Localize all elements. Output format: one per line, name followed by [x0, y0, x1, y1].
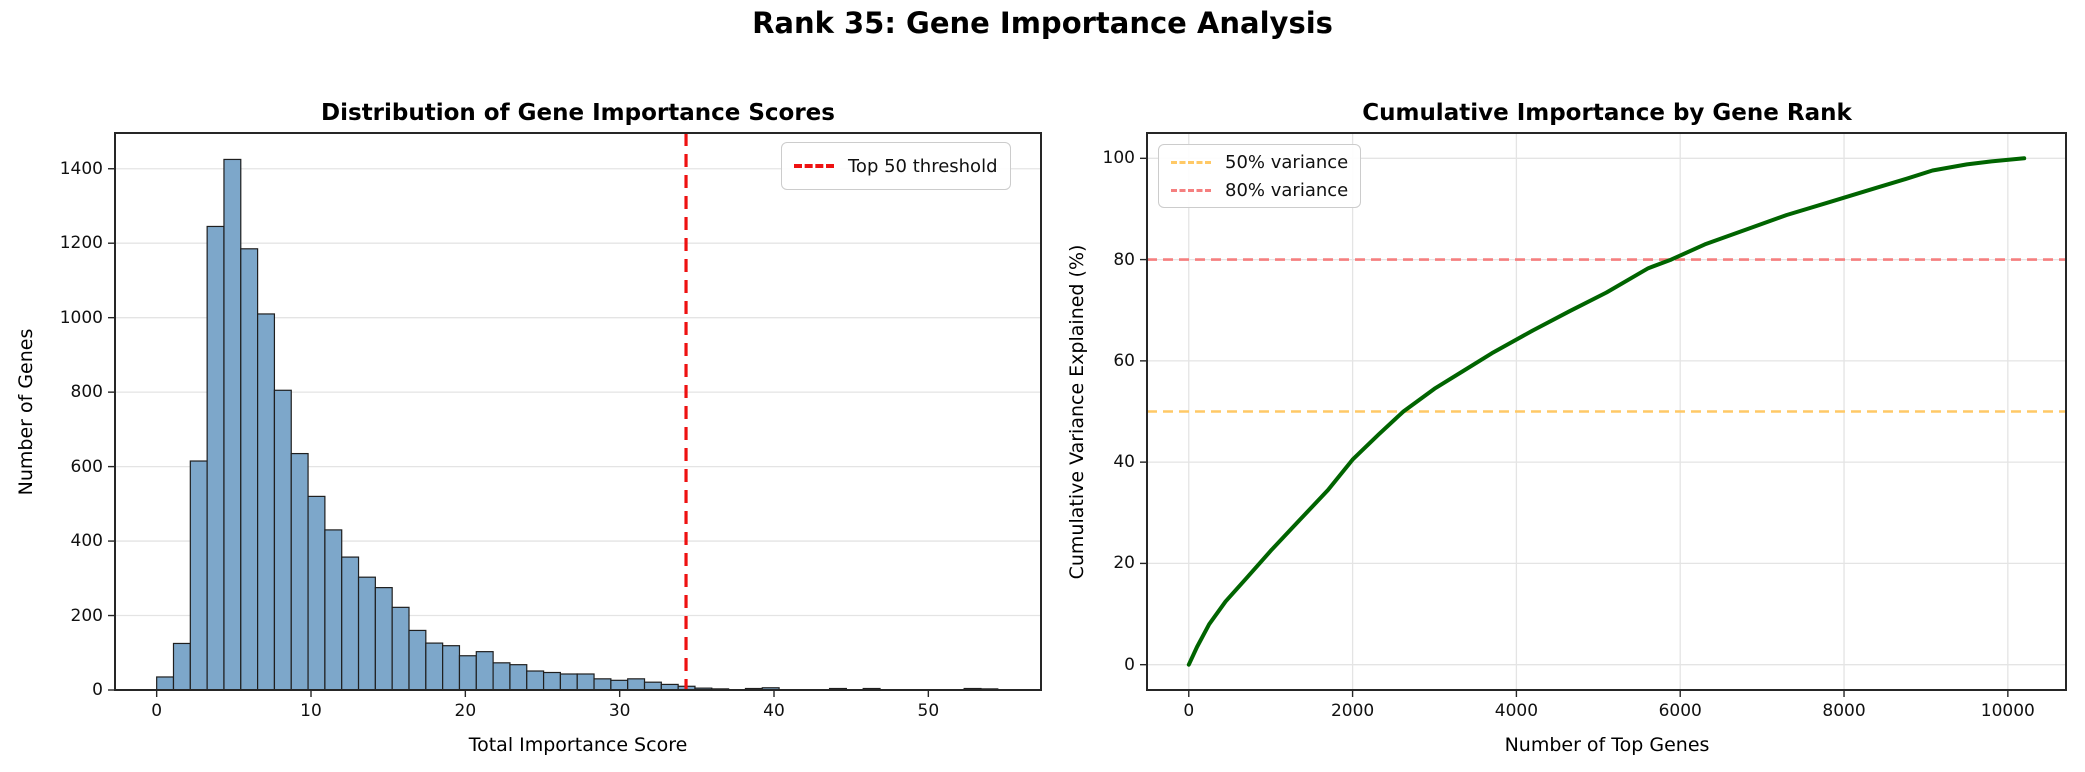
y-tick-label: 1200	[59, 233, 103, 254]
histogram-bar	[206, 225, 225, 691]
x-tick-label: 30	[608, 701, 631, 721]
histogram-bar	[643, 681, 662, 691]
histogram-bar	[357, 576, 376, 691]
histogram-bar	[475, 651, 494, 691]
histogram-bar	[273, 389, 292, 691]
histogram-bar	[324, 529, 343, 691]
histogram-bar	[257, 313, 276, 691]
y-tick-label: 20	[1113, 553, 1135, 574]
histogram-bar	[559, 673, 578, 691]
legend-row-variance80: 80% variance	[1171, 178, 1348, 202]
cumulative-curve	[1186, 156, 2027, 667]
legend-threshold: Top 50 threshold	[781, 142, 1011, 190]
histogram-bar	[408, 629, 427, 691]
histogram-bar	[307, 495, 326, 691]
histogram-bar	[290, 452, 309, 691]
y-tick-label: 600	[70, 456, 103, 477]
figure-title: Rank 35: Gene Importance Analysis	[752, 6, 1333, 40]
variance80-dash-icon	[1171, 188, 1211, 192]
cumulative-plot-area	[1140, 132, 2067, 697]
histogram-xlabel: Total Importance Score	[468, 734, 688, 756]
x-tick-label: 8000	[1822, 701, 1866, 721]
y-tick-label: 60	[1113, 350, 1135, 371]
y-tick-label: 80	[1113, 249, 1135, 270]
histogram-bar	[156, 676, 175, 691]
threshold-dash-icon	[794, 164, 834, 168]
variance50-dash-icon	[1171, 160, 1211, 164]
y-tick-label: 0	[92, 680, 103, 700]
histogram-bar	[542, 671, 562, 691]
histogram-bar	[492, 662, 511, 691]
x-tick-label: 2000	[1330, 701, 1375, 721]
histogram-bar	[526, 670, 545, 691]
y-tick-label: 0	[1124, 654, 1135, 675]
y-tick-label: 40	[1113, 452, 1135, 473]
histogram-bar	[223, 158, 242, 691]
y-tick-label: 800	[70, 382, 103, 403]
histogram-plot-area	[108, 132, 1042, 697]
x-tick-label: 40	[763, 701, 785, 721]
histogram-bar	[189, 460, 208, 691]
x-tick-label: 50	[917, 701, 940, 721]
histogram-bar	[172, 642, 191, 691]
histogram-bar	[458, 655, 477, 691]
threshold-legend-label: Top 50 threshold	[848, 155, 998, 177]
histogram-bar	[341, 556, 360, 691]
histogram-bar	[240, 248, 259, 691]
cumulative-xlabel: Number of Top Genes	[1504, 734, 1710, 756]
variance50-legend-label: 50% variance	[1225, 151, 1349, 173]
x-tick-label: 4000	[1494, 701, 1539, 721]
x-tick-label: 0	[151, 701, 163, 721]
histogram-bar	[374, 587, 393, 691]
y-tick-label: 1000	[59, 307, 103, 328]
x-tick-label: 10	[300, 701, 322, 721]
y-tick-label: 100	[1102, 148, 1135, 169]
y-tick-label: 400	[70, 531, 103, 552]
y-tick-label: 1400	[59, 158, 103, 179]
histogram-bar	[576, 673, 595, 691]
axes-frame	[1146, 132, 2067, 691]
legend-row-threshold: Top 50 threshold	[794, 153, 998, 179]
x-tick-label: 20	[454, 701, 477, 721]
variance80-legend-label: 80% variance	[1225, 179, 1349, 201]
x-tick-label: 10000	[1980, 701, 2035, 721]
histogram-bar	[627, 678, 646, 691]
histogram-bar	[391, 606, 410, 691]
histogram-bar	[509, 664, 528, 691]
histogram-title: Distribution of Gene Importance Scores	[321, 100, 835, 126]
legend-row-variance50: 50% variance	[1171, 150, 1348, 174]
histogram-bar	[442, 645, 461, 691]
axes-frame	[114, 132, 1042, 691]
legend-variance: 50% variance 80% variance	[1158, 144, 1362, 208]
x-tick-label: 6000	[1658, 701, 1702, 721]
histogram-bar	[425, 642, 444, 691]
y-tick-label: 200	[70, 605, 103, 626]
cumulative-ylabel: Cumulative Variance Explained (%)	[1066, 244, 1088, 580]
x-tick-label: 0	[1183, 701, 1195, 721]
histogram-bar	[610, 679, 629, 691]
cumulative-title: Cumulative Importance by Gene Rank	[1362, 100, 1852, 126]
histogram-bar	[593, 678, 612, 691]
